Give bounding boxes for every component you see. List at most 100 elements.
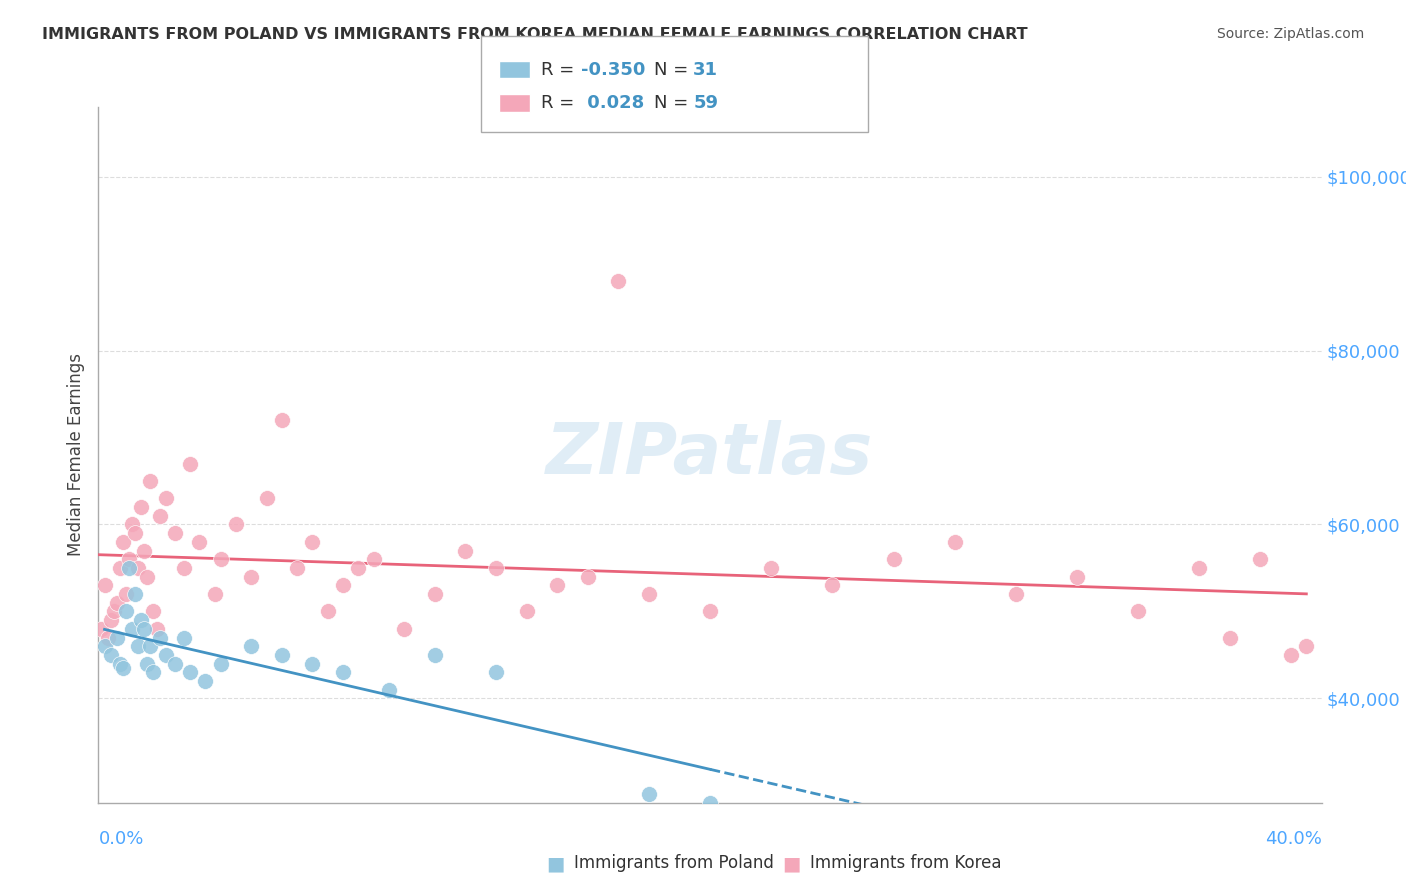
Point [149, 631, 172, 645]
Point [111, 535, 134, 549]
Point [256, 491, 278, 506]
Text: -0.350: -0.350 [581, 61, 645, 78]
Point [111, 661, 134, 675]
Point [145, 622, 167, 636]
Point [1279, 648, 1302, 662]
Point [1188, 561, 1211, 575]
Point [204, 587, 226, 601]
Point [163, 526, 186, 541]
Point [136, 570, 159, 584]
Point [105, 596, 128, 610]
Point [155, 648, 177, 662]
Point [129, 613, 152, 627]
Point [124, 587, 146, 601]
Point [240, 639, 263, 653]
Point [423, 648, 446, 662]
Point [759, 561, 782, 575]
Point [136, 657, 159, 671]
Text: R =: R = [541, 61, 581, 78]
Point [90, 622, 112, 636]
Point [103, 605, 125, 619]
Point [100, 613, 122, 627]
Point [301, 535, 323, 549]
Point [127, 561, 149, 575]
Point [118, 552, 141, 566]
Point [285, 561, 308, 575]
Point [485, 561, 508, 575]
Point [121, 517, 143, 532]
Point [97, 631, 120, 645]
Point [332, 578, 354, 592]
Point [637, 587, 661, 601]
Point [209, 657, 232, 671]
Point [378, 682, 401, 697]
Point [121, 622, 143, 636]
Point [142, 605, 165, 619]
Text: N =: N = [654, 94, 693, 112]
Point [93, 578, 115, 592]
Point [1249, 552, 1271, 566]
Point [173, 631, 195, 645]
Point [637, 787, 661, 801]
Point [163, 657, 186, 671]
Point [149, 508, 172, 523]
Point [108, 657, 131, 671]
Point [134, 622, 156, 636]
Point [363, 552, 385, 566]
Point [423, 587, 446, 601]
Point [105, 631, 128, 645]
Point [127, 639, 149, 653]
Point [139, 639, 162, 653]
Point [179, 665, 201, 680]
Text: R =: R = [541, 94, 581, 112]
Point [155, 491, 177, 506]
Text: 59: 59 [693, 94, 718, 112]
Point [115, 605, 138, 619]
Point [100, 648, 122, 662]
Point [115, 587, 138, 601]
Point [301, 657, 323, 671]
Point [1219, 631, 1241, 645]
Point [139, 474, 162, 488]
Text: 40.0%: 40.0% [1265, 830, 1322, 847]
Point [173, 561, 195, 575]
Text: ■: ■ [782, 854, 801, 873]
Text: IMMIGRANTS FROM POLAND VS IMMIGRANTS FROM KOREA MEDIAN FEMALE EARNINGS CORRELATI: IMMIGRANTS FROM POLAND VS IMMIGRANTS FRO… [42, 27, 1028, 42]
Text: Immigrants from Poland: Immigrants from Poland [574, 855, 773, 872]
Point [316, 605, 339, 619]
Text: ■: ■ [546, 854, 565, 873]
Point [124, 526, 146, 541]
Text: 0.028: 0.028 [581, 94, 644, 112]
Point [93, 639, 115, 653]
Point [1066, 570, 1088, 584]
Point [108, 561, 131, 575]
Point [270, 648, 292, 662]
Point [392, 622, 416, 636]
Point [454, 543, 477, 558]
Point [485, 665, 508, 680]
Text: Source: ZipAtlas.com: Source: ZipAtlas.com [1216, 27, 1364, 41]
Point [347, 561, 370, 575]
Point [699, 796, 721, 810]
Point [1295, 639, 1317, 653]
Point [134, 543, 156, 558]
Point [1128, 605, 1150, 619]
Point [225, 517, 247, 532]
Text: 0.0%: 0.0% [98, 830, 143, 847]
Point [1004, 587, 1026, 601]
Point [699, 605, 721, 619]
Point [332, 665, 354, 680]
Text: 31: 31 [693, 61, 718, 78]
Point [188, 535, 211, 549]
Y-axis label: Median Female Earnings: Median Female Earnings [66, 353, 84, 557]
Point [118, 561, 141, 575]
Point [179, 457, 201, 471]
Point [516, 605, 538, 619]
Point [883, 552, 905, 566]
Point [270, 413, 292, 427]
Text: N =: N = [654, 61, 693, 78]
Point [821, 578, 844, 592]
Point [142, 665, 165, 680]
Text: Immigrants from Korea: Immigrants from Korea [810, 855, 1001, 872]
Point [129, 500, 152, 515]
